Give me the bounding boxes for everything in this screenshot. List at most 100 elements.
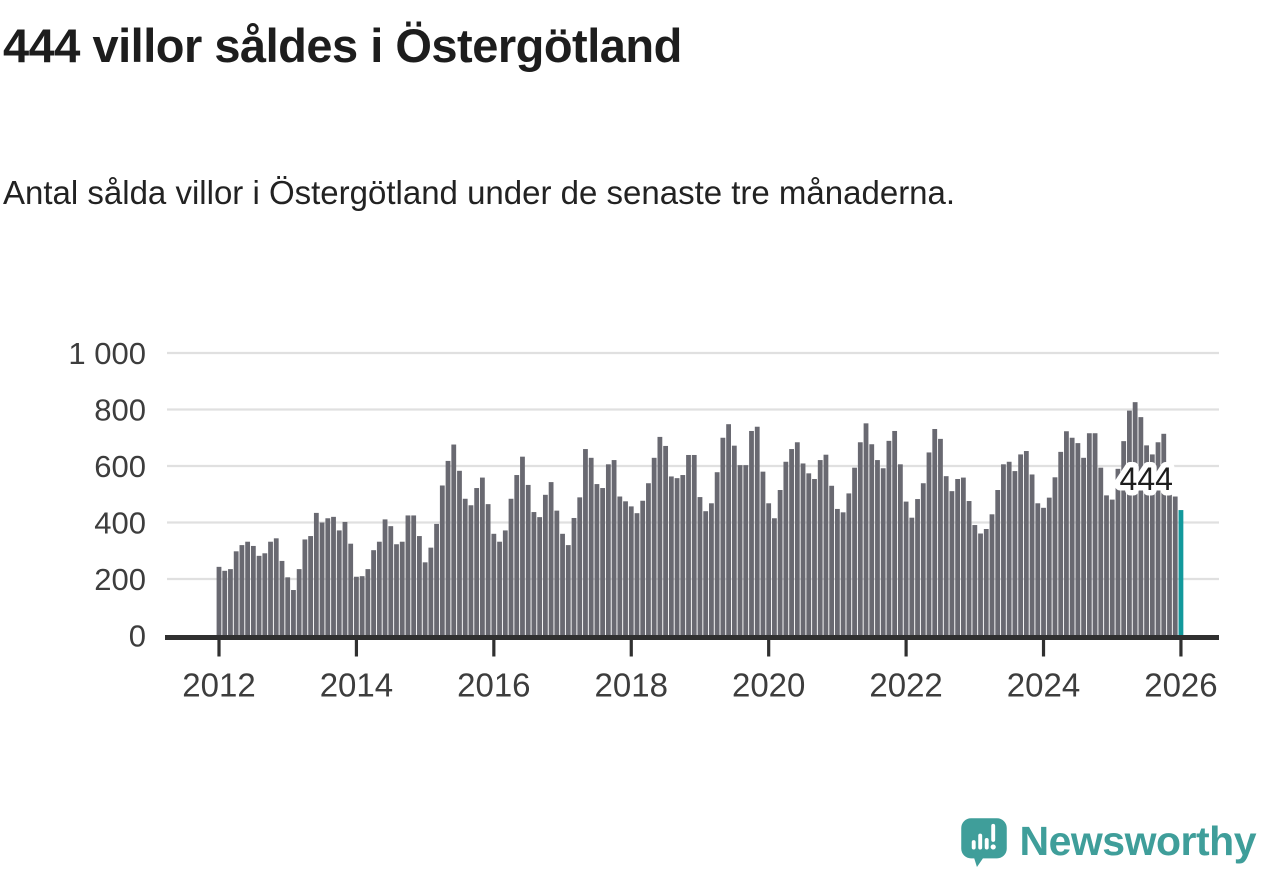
bar-month [955, 478, 961, 636]
bar-month [995, 490, 1001, 636]
bar-month [623, 501, 628, 636]
bar-month [233, 551, 239, 636]
bar-month [605, 464, 611, 636]
bar-month [949, 491, 955, 636]
bar-month [852, 467, 857, 636]
bar-month [216, 566, 222, 636]
bar-month [520, 456, 525, 636]
bar-month [1144, 445, 1149, 636]
bar-month [313, 512, 319, 636]
bar-month [777, 490, 783, 636]
bar-month [794, 442, 800, 636]
bar-month [1115, 468, 1121, 636]
bar-month [663, 445, 669, 636]
bar-month [577, 497, 583, 636]
y-axis-tick-label: 600 [94, 449, 146, 484]
bar-month [640, 500, 646, 636]
bar-month [686, 454, 691, 636]
bar-month [1029, 474, 1035, 636]
bar-month [554, 510, 560, 636]
bar-month [960, 477, 966, 636]
bar-month [268, 541, 273, 636]
bar-month [319, 522, 325, 636]
bar-month [749, 430, 754, 636]
bar-month [892, 430, 898, 636]
bar-month [720, 437, 726, 636]
bar-month [560, 533, 565, 636]
bar-month [611, 460, 617, 636]
bar-month [1092, 433, 1098, 636]
bar-month [525, 484, 531, 636]
bar-month [262, 553, 268, 636]
bar-month [388, 526, 394, 636]
bar-month [966, 501, 972, 636]
bar-month [371, 550, 376, 636]
y-axis-tick-label: 1 000 [68, 336, 146, 371]
page-title: 444 villor såldes i Östergötland [3, 19, 682, 72]
x-axis-tick-label: 2016 [457, 667, 530, 704]
bar-month [760, 471, 766, 636]
bar-month [714, 472, 720, 636]
bar-month [583, 449, 588, 636]
bar-month [1104, 495, 1109, 636]
bar-month [354, 576, 359, 636]
bar-month [256, 555, 262, 636]
bar-month [1018, 454, 1024, 636]
bar-month [628, 506, 634, 636]
bar-month [875, 460, 880, 636]
bar-month [491, 533, 497, 636]
bar-month [680, 475, 686, 636]
bar-month [542, 494, 548, 636]
bar-month [1001, 464, 1006, 636]
bar-month [331, 516, 336, 636]
bar-month [1012, 471, 1018, 636]
bar-month [817, 460, 823, 636]
bar-month [834, 508, 840, 636]
bar-month [279, 560, 285, 636]
bar-month [651, 457, 657, 636]
bar-month [336, 530, 342, 636]
bar-month [1098, 467, 1104, 636]
bar-month [497, 541, 502, 636]
bar-month [857, 442, 863, 636]
x-axis-tick-label: 2012 [182, 667, 255, 704]
bar-month [703, 511, 709, 636]
bar-month [394, 544, 399, 636]
bar-month [548, 482, 554, 636]
bar-month [943, 476, 949, 636]
bar-month [846, 493, 852, 636]
bar-month [439, 485, 445, 636]
x-axis-tick-label: 2024 [1007, 667, 1080, 704]
bar-month [789, 449, 794, 636]
bar-month [479, 477, 485, 636]
bar-month [1138, 417, 1144, 636]
bar-month [812, 478, 817, 636]
bar-month [668, 476, 674, 636]
bar-month [1058, 451, 1064, 636]
bar-month [863, 423, 869, 636]
bar-month [634, 513, 640, 636]
bar-month [646, 483, 651, 636]
bar-month [1155, 442, 1161, 636]
bar-month [571, 517, 577, 636]
bar-month [434, 523, 439, 636]
bar-month [565, 545, 571, 636]
newsworthy-logo: Newsworthy [958, 815, 1256, 867]
bar-month [594, 484, 600, 636]
bar-month [978, 533, 983, 636]
bar-month [897, 464, 903, 636]
bar-month [1149, 454, 1155, 636]
bar-month [1081, 457, 1087, 636]
bar-month [691, 454, 697, 636]
y-axis-tick-label: 200 [94, 562, 146, 597]
bar-month [983, 528, 989, 636]
bar-month [308, 536, 314, 636]
bar-month [428, 547, 434, 636]
bar-month [462, 498, 468, 636]
bar-month [1052, 477, 1058, 636]
bar-month [772, 518, 777, 636]
bar-month [709, 503, 714, 636]
bar-month [1006, 461, 1012, 636]
logo-bars-icon [971, 823, 995, 850]
